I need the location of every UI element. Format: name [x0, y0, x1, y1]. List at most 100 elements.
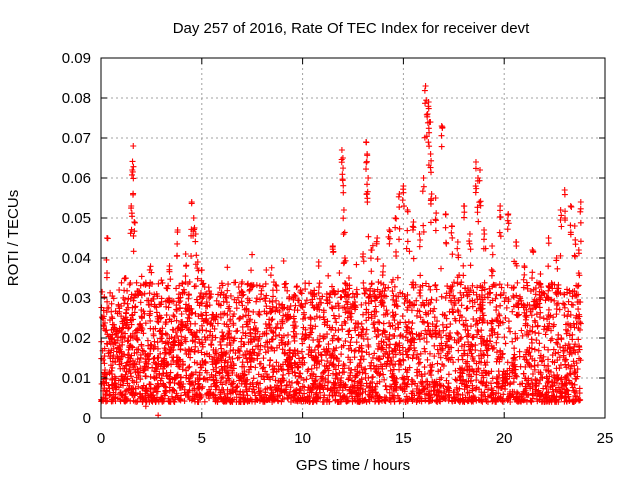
data-point	[323, 363, 330, 370]
data-point	[364, 181, 371, 188]
data-point	[458, 294, 465, 301]
data-point	[477, 202, 484, 209]
data-point	[472, 183, 479, 190]
data-point	[357, 379, 364, 386]
data-point	[466, 291, 473, 298]
data-point	[432, 227, 439, 234]
data-point	[377, 361, 384, 368]
data-point	[330, 312, 337, 319]
data-point	[149, 398, 156, 405]
data-point	[272, 377, 279, 384]
data-point	[464, 384, 471, 391]
data-point	[352, 347, 359, 354]
data-point	[563, 330, 570, 337]
data-point	[234, 347, 241, 354]
data-point	[150, 389, 157, 396]
data-point	[126, 382, 133, 389]
data-point	[575, 298, 582, 305]
data-point	[301, 309, 308, 316]
data-point	[534, 362, 541, 369]
data-point	[208, 320, 215, 327]
data-point	[109, 393, 116, 400]
data-point	[431, 314, 438, 321]
data-point	[531, 362, 538, 369]
data-point	[128, 317, 135, 324]
data-point	[255, 390, 262, 397]
data-point	[514, 390, 521, 397]
data-point	[556, 365, 563, 372]
data-point	[321, 316, 328, 323]
data-point	[469, 382, 476, 389]
data-point	[332, 366, 339, 373]
data-point	[138, 307, 145, 313]
data-point	[372, 389, 379, 396]
data-point	[542, 331, 549, 338]
data-point	[105, 304, 112, 311]
data-point	[428, 296, 435, 303]
data-point	[117, 334, 124, 341]
data-point	[247, 335, 254, 342]
data-point	[380, 281, 387, 288]
data-point	[343, 398, 350, 405]
data-point	[478, 306, 485, 313]
data-point	[423, 297, 430, 304]
data-point	[437, 366, 444, 373]
data-point	[489, 375, 496, 382]
data-point	[413, 312, 420, 319]
data-point	[119, 320, 126, 327]
data-point	[388, 347, 395, 354]
data-point	[137, 393, 144, 400]
data-point	[151, 338, 158, 345]
data-point	[343, 398, 350, 405]
data-point	[298, 348, 305, 355]
data-point	[262, 391, 269, 398]
data-point	[202, 303, 209, 309]
data-point	[254, 355, 261, 362]
data-point	[102, 327, 109, 334]
data-point	[515, 297, 522, 304]
data-point	[239, 292, 246, 299]
data-point	[397, 289, 404, 296]
data-point	[280, 371, 287, 378]
data-point	[251, 319, 258, 326]
data-point	[390, 366, 397, 373]
data-point	[348, 316, 355, 323]
data-point	[172, 394, 179, 401]
data-point	[357, 390, 364, 397]
data-point	[442, 239, 449, 246]
data-point	[472, 165, 479, 172]
data-point	[431, 353, 438, 360]
data-point	[171, 398, 178, 405]
data-point	[175, 337, 182, 344]
data-point	[544, 325, 551, 332]
data-point	[501, 377, 508, 384]
data-point	[246, 349, 253, 356]
data-point	[480, 245, 487, 252]
data-point	[537, 280, 544, 287]
data-point	[511, 354, 518, 361]
data-point	[565, 308, 572, 315]
data-point	[142, 279, 149, 286]
x-tick-label: 0	[97, 430, 105, 447]
data-point	[521, 271, 528, 278]
data-point	[289, 353, 296, 360]
data-point	[117, 398, 124, 405]
data-point	[371, 350, 378, 357]
data-point	[192, 378, 199, 385]
data-point	[222, 394, 229, 401]
data-point	[170, 386, 177, 393]
data-point	[577, 397, 584, 404]
data-point	[529, 381, 536, 388]
data-point	[262, 280, 269, 287]
axis-ticks	[100, 57, 606, 419]
data-point	[230, 360, 237, 367]
data-point	[360, 285, 367, 292]
data-point	[307, 316, 314, 323]
data-point	[425, 323, 432, 330]
data-point	[203, 369, 210, 376]
data-point	[158, 375, 165, 382]
data-point	[481, 337, 488, 344]
data-point	[224, 264, 231, 271]
data-point	[126, 281, 133, 288]
data-point	[567, 322, 574, 329]
